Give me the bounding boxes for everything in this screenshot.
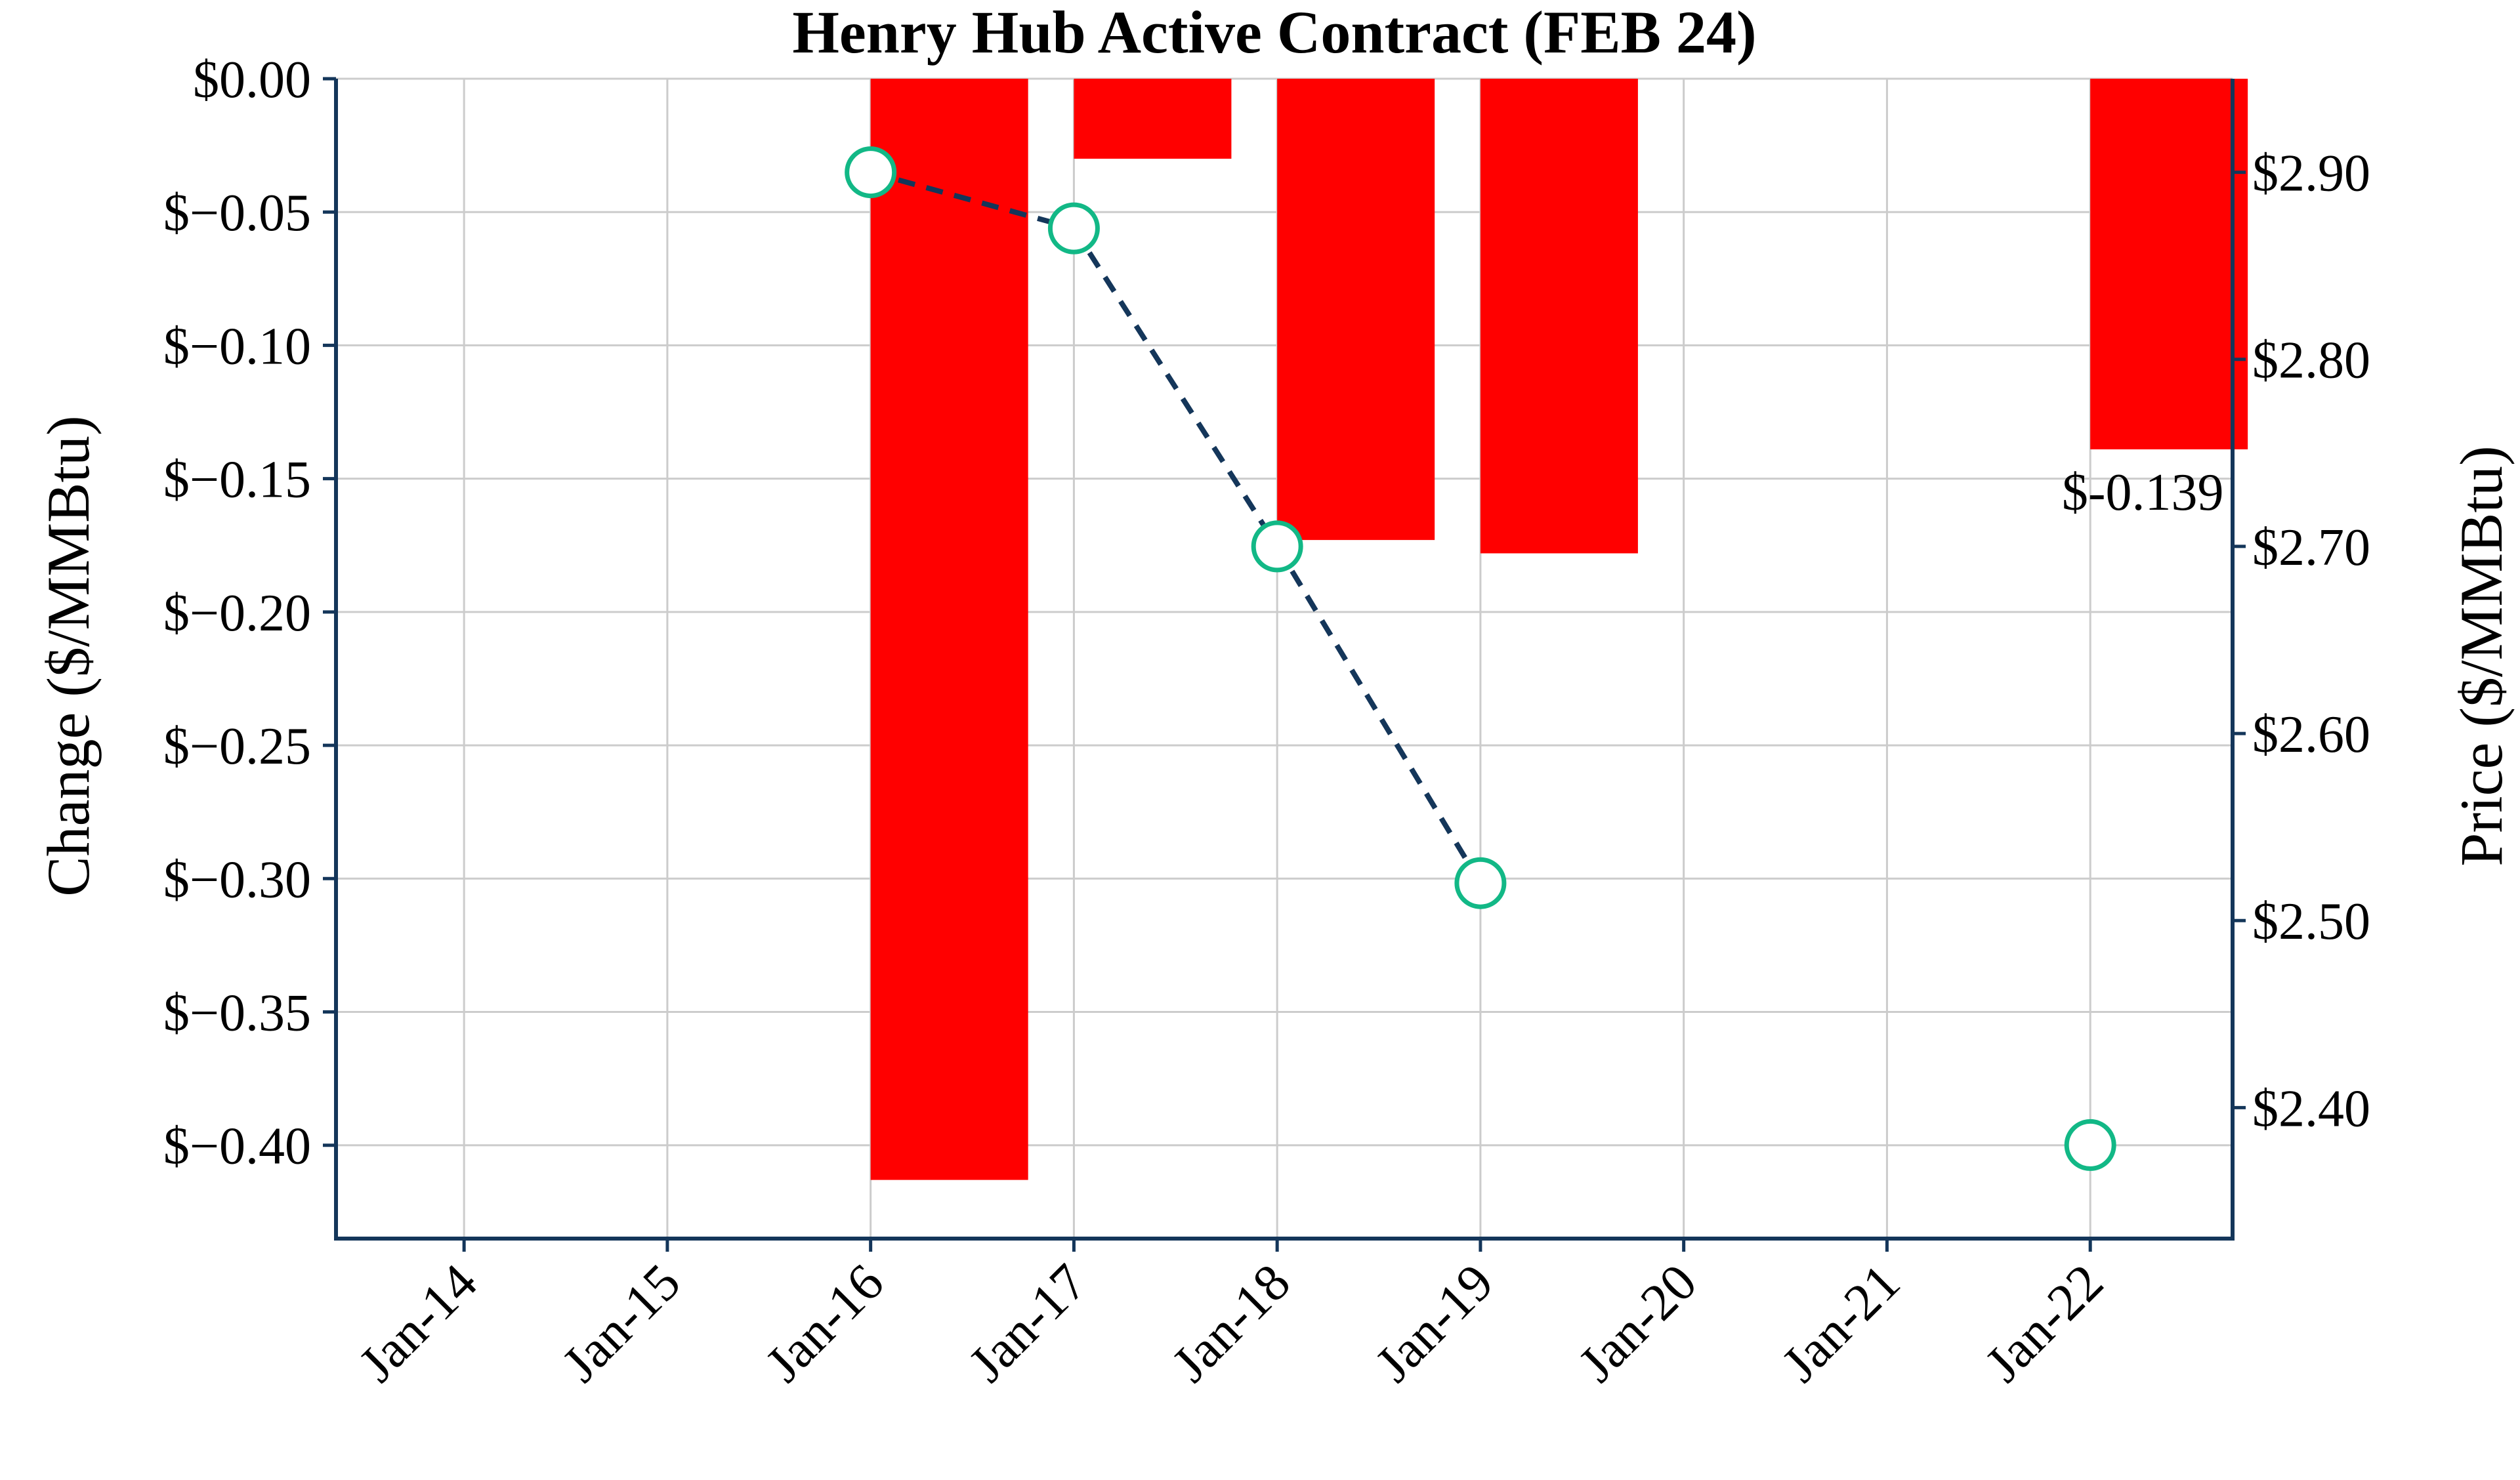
y-tick-label: $−0.35 (163, 985, 311, 1042)
x-tick-label: Jan-21 (1771, 1254, 1911, 1393)
x-tick-label: Jan-16 (755, 1254, 894, 1393)
bar (1277, 79, 1435, 541)
x-tick-label: Jan-17 (958, 1254, 1098, 1393)
y-tick-label: $−0.30 (163, 851, 311, 909)
bar (1074, 79, 1232, 159)
x-tick-label: Jan-22 (1975, 1254, 2114, 1393)
x-tick-label: Jan-18 (1162, 1254, 1301, 1393)
y-tick-label: $−0.25 (163, 718, 311, 775)
bar-data-label: $-0.139 (2062, 464, 2224, 522)
y2-axis-title: Price ($/MMBtu) (2448, 445, 2515, 866)
price-points (845, 146, 2116, 1171)
y2-tick-label: $2.90 (2252, 145, 2370, 203)
chart-title: Henry Hub Active Contract (FEB 24) (792, 0, 1756, 66)
y2-tick-label: $2.80 (2252, 332, 2370, 390)
axes: $0.00 $−0.05 $−0.10 $−0.15 $−0.20 $−0.25 $−0.3… (163, 51, 2370, 1393)
y2-tick-label: $2.70 (2252, 519, 2370, 577)
y-axis-title: Change ($/MMBtu) (35, 415, 102, 896)
price-point (845, 146, 897, 199)
price-line-segment (870, 169, 1075, 231)
annotations: $-0.139 (2062, 464, 2224, 522)
bar (1480, 79, 1638, 554)
y-tick-label: $−0.20 (163, 585, 311, 642)
y-tick-label: $−0.40 (163, 1118, 311, 1176)
y2-tick-label: $2.50 (2252, 893, 2370, 951)
price-line-segment (1274, 545, 1483, 885)
y-tick-label: $−0.10 (163, 318, 311, 375)
price-point (1454, 857, 1507, 909)
bar (870, 79, 1028, 1180)
y-tick-label: $−0.15 (163, 451, 311, 509)
y-tick-label: $−0.05 (163, 184, 311, 242)
price-point (2064, 1119, 2116, 1171)
x-tick-label: Jan-20 (1568, 1254, 1708, 1393)
x-tick-label: Jan-15 (552, 1254, 692, 1393)
x-tick-label: Jan-14 (348, 1254, 488, 1393)
bar (2090, 79, 2248, 449)
price-point (1251, 520, 1303, 573)
x-tick-label: Jan-19 (1365, 1254, 1505, 1393)
price-line-segment (1072, 226, 1280, 548)
price-line (870, 169, 1483, 885)
price-point (1047, 202, 1100, 255)
y-tick-label: $0.00 (193, 51, 311, 109)
y2-tick-label: $2.60 (2252, 706, 2370, 764)
plot-frame (334, 79, 2235, 1241)
bars (870, 79, 2248, 1180)
y2-tick-label: $2.40 (2252, 1080, 2370, 1138)
